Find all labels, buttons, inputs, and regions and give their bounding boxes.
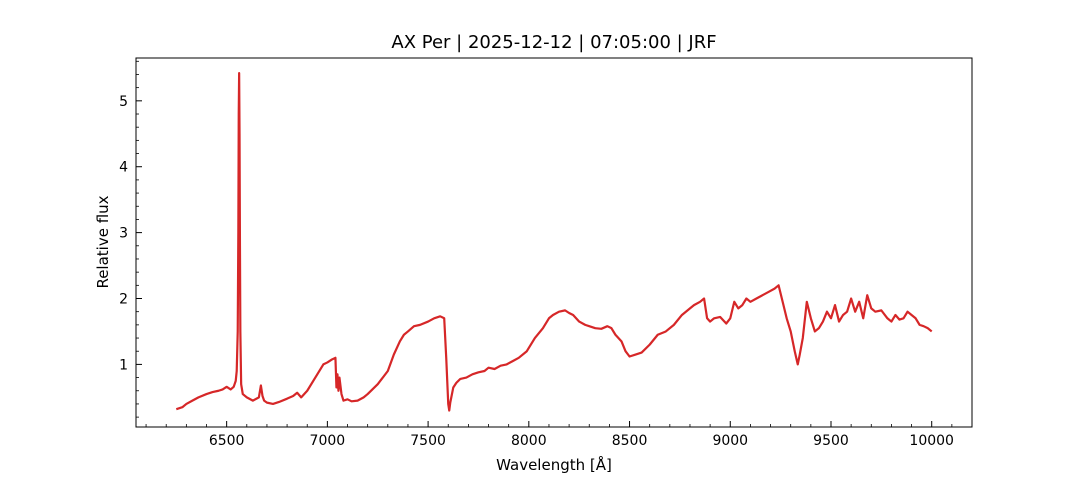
x-axis-ticks: 6500 7000 7500 8000 8500 9000 9500 10000 <box>145 421 973 449</box>
x-tick-label: 10000 <box>909 433 954 449</box>
y-axis-label: Relative flux <box>94 195 112 288</box>
x-tick-label: 8000 <box>511 433 547 449</box>
spectrum-series-line <box>175 72 933 412</box>
x-tick-label: 6500 <box>209 433 245 449</box>
y-tick-label: 2 <box>119 292 128 308</box>
y-tick-label: 4 <box>119 160 128 176</box>
plot-frame <box>135 57 973 428</box>
x-axis-label: Wavelength [Å] <box>496 455 612 474</box>
chart-title: AX Per | 2025-12-12 | 07:05:00 | JRF <box>391 32 716 53</box>
y-axis-ticks: 1 2 3 4 5 <box>119 60 142 418</box>
x-tick-label: 9000 <box>712 433 748 449</box>
y-tick-label: 5 <box>119 94 128 110</box>
x-tick-label: 9500 <box>813 433 849 449</box>
y-tick-label: 3 <box>119 226 128 242</box>
x-tick-label: 7000 <box>310 433 346 449</box>
x-tick-label: 7500 <box>410 433 446 449</box>
y-tick-label: 1 <box>119 357 128 373</box>
x-tick-label: 8500 <box>612 433 648 449</box>
